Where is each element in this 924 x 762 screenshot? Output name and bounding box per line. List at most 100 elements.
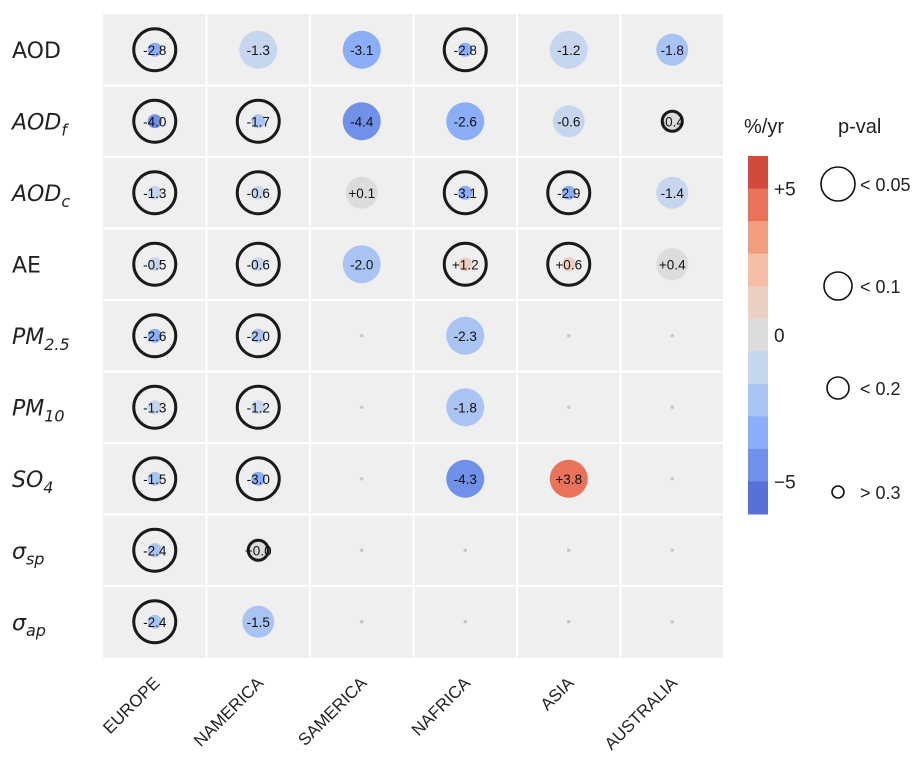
row-label: AOD [12,39,61,64]
significance-ring [132,313,178,359]
row-label: AE [12,253,41,278]
row-label-main: AOD [10,182,61,207]
trend-circle [147,42,162,57]
cell-value-label: -2.6 [143,329,166,344]
trend-circle [345,176,378,209]
cell-value-label: +0.4 [659,257,686,272]
colorbar-band [748,351,768,385]
trend-circle [446,316,485,355]
trend-circle [446,459,485,498]
colorbar: %/yr +5 0 −5 [744,116,796,515]
colorbar-band [748,253,768,287]
row-label-subscript: ap [26,621,46,640]
cell-value-label: -2.4 [143,543,167,558]
trend-circle [147,328,162,343]
row-label-subscript: 2.5 [44,335,69,354]
trend-circle [656,176,689,209]
cell-value-label: -0.6 [247,186,270,201]
column-label: EUROPE [99,673,163,737]
empty-cell-dot [670,476,675,481]
trend-circle [552,105,585,138]
row-label-main: SO [12,468,43,493]
trend-circle [147,257,162,272]
trend-circle [549,459,588,498]
trend-circle [561,257,576,272]
trend-circle [242,605,275,638]
p-value-legend-title: p-val [838,116,881,138]
cells: -2.8 -1.3 -3.1 -2.8 -1.2 -1.8 -4.0 -1.7 -4.4 -2.6… [132,27,689,645]
significance-ring [132,527,178,573]
trend-circle [251,257,266,272]
significance-ring [235,98,281,144]
colorbar-band [748,318,768,352]
trend-circle [561,185,576,200]
cell-value-label: -1.7 [247,114,270,129]
cell-value-label: -1.4 [661,186,685,201]
row-label: AODc [10,182,70,211]
significance-ring [246,538,270,562]
row-label-main: AE [12,253,41,278]
p-value-legend-label: < 0.1 [860,277,901,297]
trend-circle [458,257,473,272]
significance-ring [132,456,178,502]
colorbar-title: %/yr [744,116,784,138]
empty-cell-dot [670,548,675,553]
p-value-legend-circle [823,271,853,301]
trend-circle [251,471,266,486]
colorbar-band [748,448,768,482]
trend-circle [458,42,473,57]
cell-value-label: +0.6 [555,257,582,272]
p-value-legend-label: < 0.2 [860,379,901,399]
row-label-main: PM [12,325,44,350]
row-label: σsp [12,539,44,568]
colorbar-band [748,286,768,320]
empty-cell-dot [359,619,364,624]
cell-value-label: -1.3 [247,43,270,58]
cell-value-label: -2.8 [454,43,477,58]
significance-ring [132,241,178,287]
significance-ring [235,456,281,502]
significance-ring [442,170,488,216]
column-label: ASIA [537,673,578,714]
cell-value-label: -3.1 [454,186,477,201]
trend-circle [251,185,266,200]
cell-value-label: -2.3 [454,329,477,344]
trend-circle [446,102,485,141]
cell-value-label: -2.6 [454,114,477,129]
trend-circle [342,245,381,284]
cell-value-label: -2.9 [557,186,580,201]
p-value-legend: p-val < 0.05 < 0.1 < 0.2 > 0.3 [820,116,911,503]
empty-cell-dot [359,548,364,553]
row-label-main: AOD [10,110,61,135]
colorbar-tick-label: +5 [774,180,796,201]
row-label-subscript: f [61,120,69,139]
cell-value-label: -3.1 [350,43,373,58]
cell-value-label: -1.3 [143,400,166,415]
trend-circle [147,471,162,486]
cell-value-label: -1.2 [557,43,580,58]
empty-cell-dot [359,333,364,338]
p-value-legend-circle [820,166,856,202]
empty-cell-dot [670,333,675,338]
cell-value-label: -2.4 [143,615,167,630]
cell-value-label: -1.5 [247,615,270,630]
row-label: PM10 [12,396,65,425]
row-label: PM2.5 [12,325,70,354]
row-label-subscript: sp [26,549,45,568]
row-label: σap [12,611,46,640]
trend-circle [147,400,162,415]
row-label-main: σ [12,539,27,564]
cell-value-label: -2.0 [247,329,270,344]
row-label-subscript: 4 [43,478,53,497]
p-value-legend-label: > 0.3 [860,483,901,503]
trend-circle [147,185,162,200]
cell-value-label: +1.2 [452,257,479,272]
trend-circle [251,400,266,415]
trend-circle [549,30,588,69]
trend-circle [660,109,685,134]
row-label-main: σ [12,611,27,636]
empty-cell-dot [359,476,364,481]
cell-value-label: -0.6 [557,114,580,129]
cell-value-label: +0.0 [245,543,272,558]
p-value-legend-circle [831,485,845,499]
